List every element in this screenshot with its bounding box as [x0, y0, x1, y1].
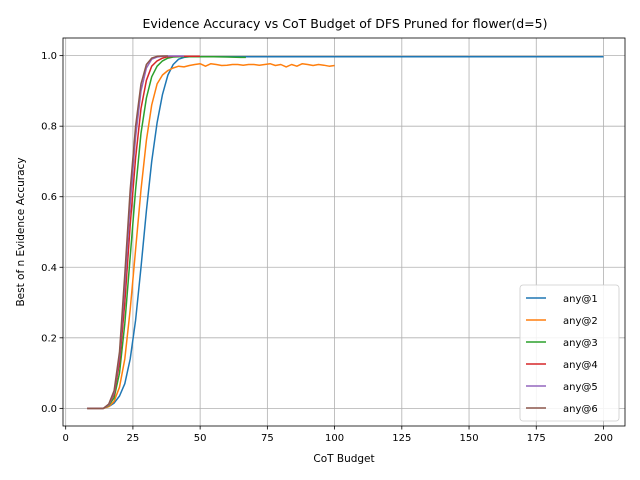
- y-tick-label: 0.8: [41, 122, 57, 133]
- x-tick-label: 100: [325, 433, 344, 444]
- y-tick-label: 0.0: [41, 404, 57, 415]
- x-tick-label: 125: [392, 433, 411, 444]
- legend-label: any@6: [563, 404, 598, 415]
- legend-box: [519, 284, 620, 422]
- legend-label: any@4: [563, 360, 598, 371]
- legend-label: any@5: [563, 382, 598, 393]
- y-tick-label: 1.0: [41, 51, 57, 62]
- y-tick-label: 0.6: [41, 192, 57, 203]
- x-tick-label: 25: [127, 433, 140, 444]
- x-axis-label: CoT Budget: [313, 453, 374, 465]
- x-tick-label: 200: [594, 433, 613, 444]
- legend-label: any@2: [563, 316, 598, 327]
- series-line-any-at-6: [87, 55, 168, 410]
- axis-ticks: 0 25 50 75 100 125 150 175 200 0.0 0.2 0.4 0.6 0.8 1.0: [41, 51, 613, 444]
- legend-label: any@1: [563, 294, 598, 305]
- legend-label: any@3: [563, 338, 598, 349]
- plot-frame: [62, 37, 626, 427]
- y-axis-label: Best of n Evidence Accuracy: [15, 157, 27, 306]
- x-tick-label: 175: [527, 433, 546, 444]
- chart-title: Evidence Accuracy vs CoT Budget of DFS P…: [143, 16, 548, 31]
- series-line-any-at-2: [87, 62, 335, 410]
- x-tick-label: 0: [63, 433, 69, 444]
- legend: any@1 any@2 any@3 any@4 any@5 any@6: [519, 284, 620, 422]
- x-tick-label: 150: [459, 433, 478, 444]
- y-tick-label: 0.4: [41, 263, 57, 274]
- y-tick-label: 0.2: [41, 333, 57, 344]
- x-tick-label: 75: [261, 433, 274, 444]
- x-tick-label: 50: [194, 433, 207, 444]
- series-lines: [87, 55, 604, 410]
